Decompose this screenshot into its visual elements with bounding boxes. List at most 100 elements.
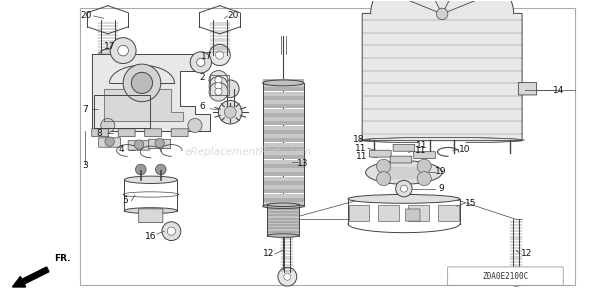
Ellipse shape	[263, 204, 304, 209]
Circle shape	[155, 138, 165, 148]
Circle shape	[156, 164, 166, 175]
Circle shape	[209, 82, 228, 101]
Text: 7: 7	[82, 105, 88, 114]
Bar	[263, 134, 304, 138]
Ellipse shape	[263, 80, 304, 86]
Bar	[263, 138, 304, 142]
Polygon shape	[385, 167, 423, 178]
Circle shape	[215, 82, 222, 89]
Bar	[378, 205, 399, 221]
Bar	[263, 104, 304, 109]
Text: 20: 20	[228, 11, 239, 20]
Bar	[263, 160, 304, 164]
Bar	[263, 96, 304, 100]
Text: 16: 16	[145, 232, 156, 241]
Circle shape	[162, 222, 181, 241]
Text: 6: 6	[199, 102, 205, 112]
Circle shape	[97, 49, 119, 70]
Circle shape	[118, 45, 129, 56]
Circle shape	[417, 159, 431, 173]
Circle shape	[221, 80, 239, 98]
Ellipse shape	[348, 194, 460, 203]
Circle shape	[376, 172, 391, 186]
Circle shape	[284, 273, 291, 280]
Bar	[263, 147, 304, 151]
Text: 11: 11	[417, 141, 428, 150]
FancyBboxPatch shape	[91, 129, 109, 137]
Circle shape	[209, 76, 228, 95]
Circle shape	[209, 45, 230, 65]
Text: eReplacementParts.com: eReplacementParts.com	[184, 147, 312, 157]
Circle shape	[190, 52, 211, 73]
Text: 18: 18	[353, 135, 364, 144]
Bar	[263, 189, 304, 194]
Text: 19: 19	[435, 167, 447, 176]
Ellipse shape	[124, 176, 177, 183]
Text: 3: 3	[82, 161, 88, 170]
Circle shape	[110, 38, 136, 63]
FancyBboxPatch shape	[369, 150, 391, 157]
FancyArrow shape	[12, 267, 49, 287]
Bar	[263, 198, 304, 202]
Circle shape	[104, 55, 112, 63]
Bar	[263, 168, 304, 172]
Bar	[209, 75, 229, 95]
Bar	[263, 177, 304, 181]
Text: 4: 4	[119, 145, 124, 154]
Circle shape	[376, 159, 391, 173]
Circle shape	[396, 180, 412, 197]
Bar	[80, 8, 575, 286]
FancyBboxPatch shape	[393, 144, 415, 151]
Circle shape	[188, 118, 202, 132]
Circle shape	[132, 72, 153, 94]
Bar	[263, 117, 304, 121]
FancyBboxPatch shape	[149, 139, 171, 149]
Circle shape	[507, 267, 526, 286]
FancyBboxPatch shape	[171, 129, 188, 137]
Circle shape	[278, 267, 297, 286]
Bar	[263, 109, 304, 113]
Text: FR.: FR.	[54, 255, 70, 263]
Ellipse shape	[366, 161, 442, 184]
FancyBboxPatch shape	[145, 129, 162, 137]
Bar	[349, 205, 369, 221]
Circle shape	[218, 101, 242, 124]
Bar	[408, 205, 429, 221]
Bar	[94, 95, 150, 127]
Bar	[263, 121, 304, 125]
Ellipse shape	[267, 203, 299, 206]
Bar	[263, 113, 304, 117]
Bar	[263, 202, 304, 206]
Circle shape	[215, 88, 222, 95]
FancyBboxPatch shape	[139, 209, 163, 223]
Bar	[438, 205, 458, 221]
Text: 14: 14	[553, 86, 565, 95]
Polygon shape	[92, 54, 209, 131]
Bar	[263, 83, 304, 87]
Bar	[263, 164, 304, 168]
Bar	[263, 155, 304, 159]
Circle shape	[215, 76, 222, 83]
Bar	[263, 100, 304, 104]
Polygon shape	[104, 89, 183, 121]
Text: Z0A0E2100C: Z0A0E2100C	[483, 272, 529, 281]
Circle shape	[105, 137, 114, 146]
Circle shape	[513, 273, 520, 280]
FancyBboxPatch shape	[128, 141, 150, 150]
Text: 5: 5	[123, 196, 129, 205]
Circle shape	[437, 8, 448, 19]
Bar	[263, 130, 304, 134]
Circle shape	[401, 185, 408, 192]
Text: 11: 11	[415, 146, 427, 155]
Text: 20: 20	[80, 11, 91, 20]
Circle shape	[136, 164, 146, 175]
Bar	[263, 185, 304, 189]
Text: 11: 11	[355, 144, 366, 153]
Circle shape	[215, 51, 224, 59]
Text: 9: 9	[438, 184, 444, 193]
Circle shape	[196, 58, 205, 66]
Text: 8: 8	[97, 129, 103, 138]
FancyBboxPatch shape	[118, 129, 135, 137]
Circle shape	[224, 106, 236, 118]
Bar	[267, 205, 299, 236]
